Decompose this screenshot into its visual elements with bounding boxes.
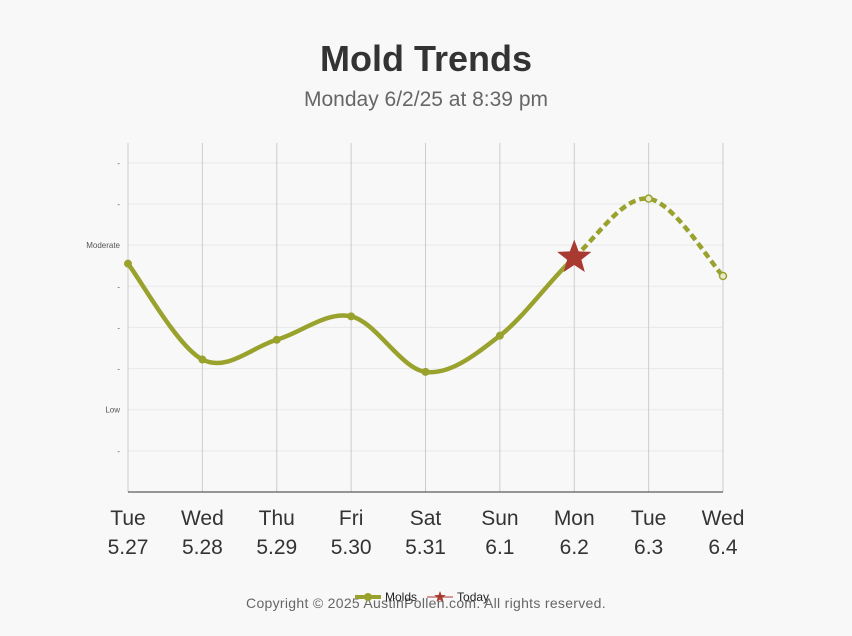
legend-star-icon (427, 591, 454, 602)
chart-title: Mold Trends (319, 38, 532, 79)
data-point (272, 335, 281, 344)
data-point (495, 331, 504, 340)
series-line-forecast (572, 196, 725, 278)
today-star-marker (557, 239, 592, 273)
x-tick-label-day: Fri (339, 507, 364, 530)
x-tick-label-date: 6.4 (708, 536, 738, 559)
legend-label-molds: Molds (385, 590, 418, 604)
y-tick-label: - (117, 200, 120, 209)
legend-line-icon (355, 593, 381, 601)
y-tick-label: - (117, 282, 120, 291)
y-tick-label: - (117, 159, 120, 168)
x-tick-label-date: 5.29 (256, 536, 297, 559)
x-tick-label-day: Thu (259, 507, 295, 530)
y-tick-label: - (117, 365, 120, 374)
legend-item-today[interactable]: Today (427, 590, 489, 604)
x-tick-label-day: Sat (410, 507, 442, 530)
x-tick-label-day: Mon (554, 507, 595, 530)
x-tick-label-date: 5.28 (182, 536, 223, 559)
x-tick-label-day: Sun (481, 507, 518, 530)
legend-item-molds[interactable]: Molds (355, 590, 417, 604)
data-point (124, 259, 132, 268)
x-tick-label-date: 5.31 (405, 536, 446, 559)
x-tick-label-date: 6.1 (485, 536, 514, 559)
legend-label-today: Today (457, 590, 490, 604)
copyright-text: Copyright © 2025 AustinPollen.com. All r… (246, 595, 606, 611)
data-point (347, 312, 356, 321)
data-point (421, 367, 430, 376)
data-point-forecast (644, 194, 653, 203)
data-point-forecast (718, 271, 728, 281)
chart-subtitle: Monday 6/2/25 at 8:39 pm (304, 88, 548, 111)
y-tick-label: - (117, 447, 120, 456)
x-tick-label-date: 6.3 (634, 536, 663, 559)
x-tick-label-day: Tue (110, 507, 145, 530)
y-tick-label: Low (105, 406, 120, 415)
data-point (198, 355, 207, 364)
y-tick-label: - (117, 323, 120, 332)
y-tick-label: Moderate (86, 241, 120, 250)
x-tick-label-date: 5.30 (331, 536, 372, 559)
x-tick-label-day: Wed (702, 507, 745, 530)
x-tick-label-date: 6.2 (560, 536, 589, 559)
x-tick-label-day: Wed (181, 507, 224, 530)
x-tick-label-day: Tue (631, 507, 666, 530)
legend: Molds Today (355, 589, 499, 605)
x-tick-label-date: 5.27 (108, 536, 149, 559)
